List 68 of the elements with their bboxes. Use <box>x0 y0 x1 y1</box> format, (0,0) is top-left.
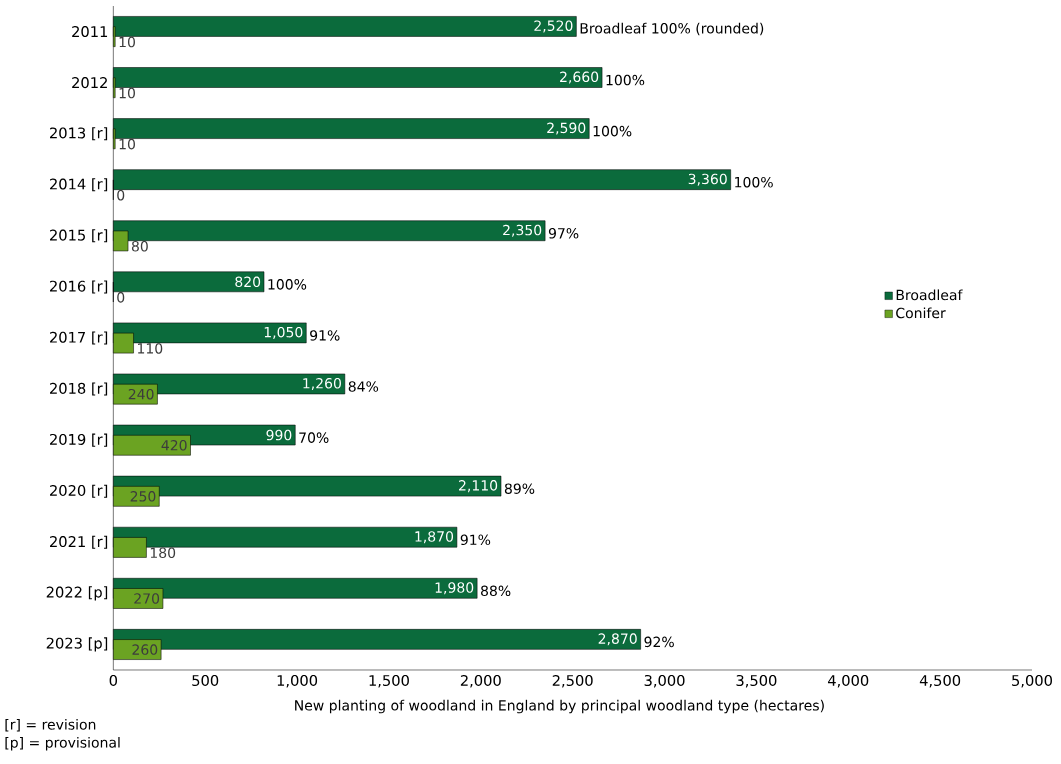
data-label: 260 <box>132 644 158 655</box>
annotation: 84% <box>348 381 379 392</box>
text: [p] = provisional <box>5 736 120 751</box>
data-label: 2,110 <box>459 480 498 493</box>
x-tick-label: 4,500 <box>919 674 961 688</box>
x-tick-label: 3,500 <box>736 674 777 688</box>
data-label: 0 <box>117 189 125 201</box>
annotation: 70% <box>299 432 329 443</box>
data-label: 3,360 <box>688 173 727 186</box>
x-tick-label: 3,000 <box>644 674 685 688</box>
data-label: 250 <box>130 491 156 502</box>
annotation: 92% <box>644 636 674 648</box>
annotation: 91% <box>460 534 491 546</box>
text: [r] = revision <box>5 718 96 732</box>
data-label: 180 <box>150 547 176 559</box>
data-label: 2,590 <box>547 122 586 135</box>
y-tick-label: 2023 [p] <box>46 637 108 652</box>
y-tick-label: 2021 [r] <box>50 535 108 549</box>
annotation: 100% <box>268 279 307 290</box>
x-tick-label: 0 <box>109 674 118 687</box>
x-tick-label: 1,000 <box>277 674 318 688</box>
x-tick-label: 1,500 <box>369 674 409 688</box>
legend-label: Broadleaf <box>896 289 963 301</box>
data-label: 1,050 <box>264 326 303 339</box>
x-axis-title: New planting of woodland in England by principal woodland type (hectares) <box>295 699 824 714</box>
data-label: 2,660 <box>560 71 599 84</box>
data-label: 2,870 <box>598 633 637 646</box>
data-label: 990 <box>266 429 292 441</box>
x-tick-label: 5,000 <box>1012 674 1052 688</box>
y-tick-label: 2016 [r] <box>50 280 108 294</box>
annotation: 100% <box>606 74 645 86</box>
data-label: 1,260 <box>303 377 341 390</box>
data-label: 820 <box>235 276 261 288</box>
data-label: 1,870 <box>415 531 454 544</box>
annotation: Broadleaf 100% (rounded) <box>580 22 764 36</box>
data-label: 1,980 <box>435 582 474 595</box>
y-tick-label: 2018 [r] <box>50 382 108 396</box>
data-label: 0 <box>117 292 125 303</box>
data-label: 2,520 <box>534 20 573 33</box>
annotation: 100% <box>593 125 632 137</box>
y-tick-label: 2013 [r] <box>50 127 108 141</box>
annotation: 88% <box>481 585 511 597</box>
y-tick-label: 2012 <box>72 77 107 89</box>
x-tick-label: 2,500 <box>552 674 593 688</box>
y-tick-label: 2015 [r] <box>50 229 108 243</box>
y-tick-label: 2022 [p] <box>46 586 108 601</box>
data-label: 10 <box>119 36 135 48</box>
annotation: 91% <box>310 330 340 341</box>
legend-label: Conifer <box>896 307 946 319</box>
annotation: 89% <box>504 483 535 494</box>
data-label: 10 <box>119 87 135 99</box>
data-label: 80 <box>131 240 148 252</box>
y-tick-label: 2011 <box>72 26 108 38</box>
y-tick-label: 2019 [r] <box>50 433 108 447</box>
y-tick-label: 2014 [r] <box>50 178 108 192</box>
data-label: 240 <box>128 388 154 400</box>
y-tick-label: 2017 [r] <box>50 331 108 345</box>
data-label: 2,350 <box>503 224 542 237</box>
x-tick-label: 4,000 <box>827 674 869 688</box>
x-tick-label: 2,000 <box>460 674 501 688</box>
annotation: 97% <box>548 227 579 239</box>
data-label: 270 <box>134 593 160 604</box>
annotation: 100% <box>735 176 773 188</box>
data-label: 110 <box>138 343 163 354</box>
data-label: 420 <box>161 439 187 451</box>
data-label: 10 <box>119 138 135 150</box>
x-tick-label: 500 <box>192 674 219 687</box>
y-tick-label: 2020 [r] <box>50 484 108 498</box>
